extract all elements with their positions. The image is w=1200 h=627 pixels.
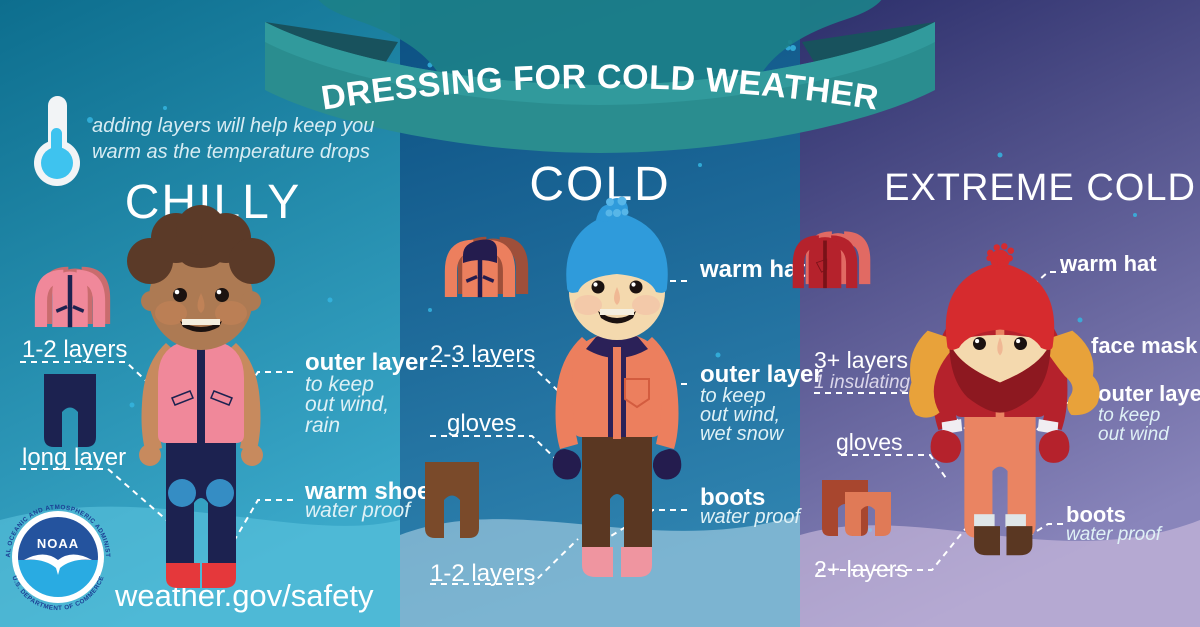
svg-text:NOAA: NOAA	[37, 536, 79, 551]
svg-text:3+ layers: 3+ layers	[814, 347, 908, 373]
svg-text:gloves: gloves	[447, 410, 516, 437]
svg-text:1-2 layers: 1-2 layers	[430, 560, 535, 587]
svg-text:2+ layers: 2+ layers	[814, 556, 908, 582]
svg-text:EXTREME COLD: EXTREME COLD	[884, 167, 1196, 209]
svg-text:gloves: gloves	[836, 429, 902, 455]
svg-text:2-3 layers: 2-3 layers	[430, 341, 535, 368]
svg-text:warm hat: warm hat	[699, 256, 805, 283]
svg-text:outer layer: outer layer	[305, 349, 428, 376]
svg-text:1-2 layers: 1-2 layers	[22, 336, 127, 363]
svg-text:adding layers will help keep y: adding layers will help keep you	[92, 115, 374, 137]
svg-text:weather.gov/safety: weather.gov/safety	[114, 578, 374, 613]
svg-text:rain: rain	[305, 414, 340, 437]
svg-text:out wind: out wind	[1098, 424, 1170, 445]
svg-text:water proof: water proof	[305, 499, 412, 522]
svg-text:out wind,: out wind,	[305, 393, 389, 416]
svg-text:outer layer: outer layer	[1098, 381, 1200, 406]
svg-text:face mask: face mask	[1091, 333, 1198, 358]
svg-text:outer layer: outer layer	[700, 361, 823, 388]
svg-text:warm as the temperature drops: warm as the temperature drops	[92, 141, 370, 163]
svg-text:COLD: COLD	[529, 158, 670, 211]
svg-text:to keep: to keep	[1098, 405, 1160, 426]
svg-text:water proof: water proof	[700, 506, 802, 528]
svg-text:1 insulating: 1 insulating	[814, 372, 911, 393]
svg-text:warm hat: warm hat	[1059, 251, 1157, 276]
svg-text:long layer: long layer	[22, 444, 126, 471]
svg-text:water proof: water proof	[1066, 524, 1163, 545]
svg-text:wet snow: wet snow	[700, 423, 785, 445]
